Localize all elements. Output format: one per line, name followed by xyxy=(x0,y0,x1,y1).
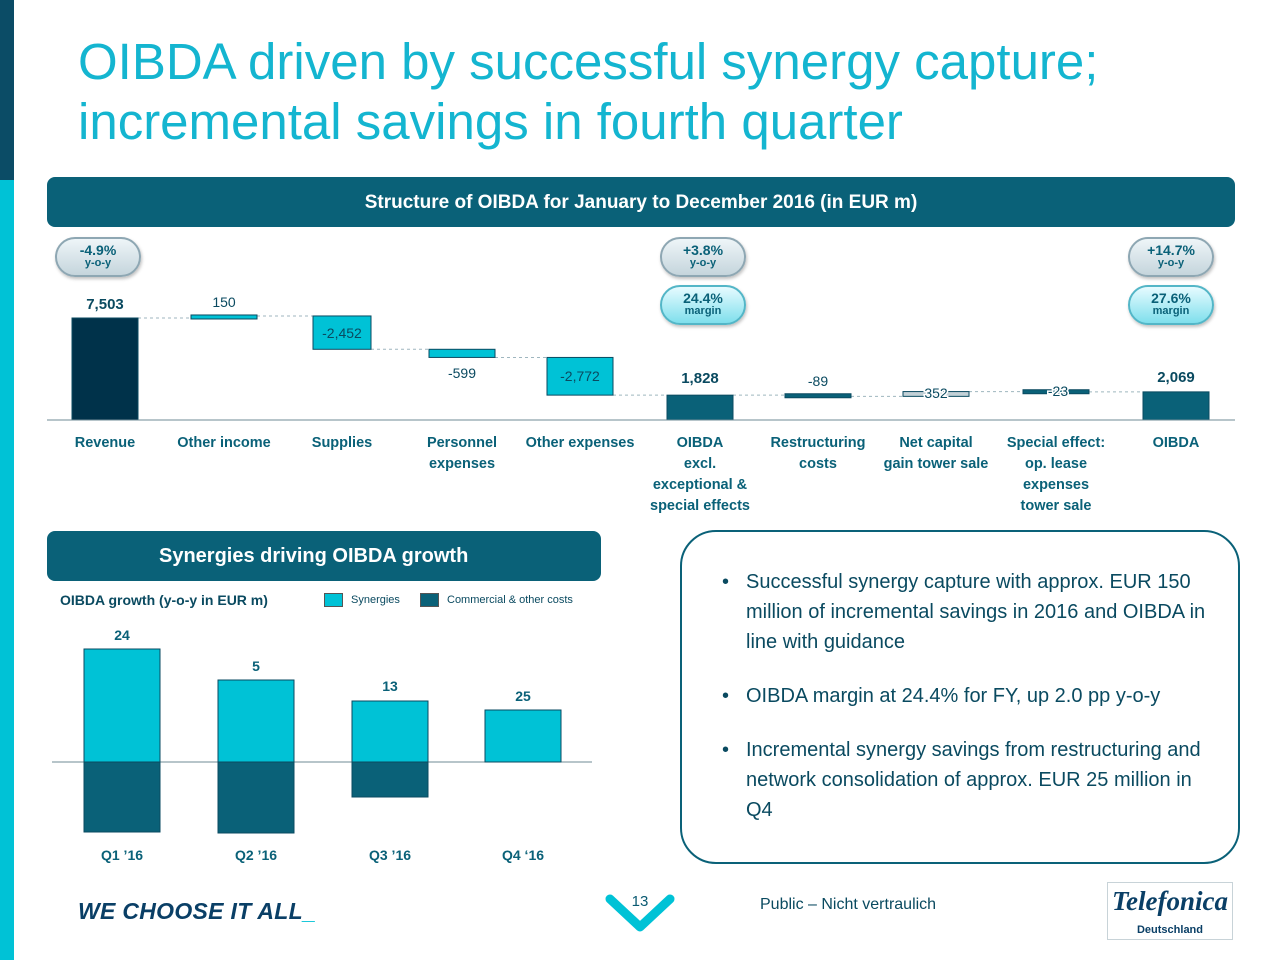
waterfall-bar xyxy=(902,391,970,397)
slogan-cursor: _ xyxy=(303,898,317,924)
synergy-bar xyxy=(83,648,161,763)
legend-item-synergies: Synergies xyxy=(324,592,400,608)
side-accent-dark xyxy=(0,0,14,180)
synergy-category-label: Q1 ’16 xyxy=(101,847,143,863)
pill-oibda-excl-margin: 24.4% margin xyxy=(660,285,746,325)
pill-caption: y-o-y xyxy=(84,257,112,269)
commercial-costs-bar xyxy=(83,761,161,833)
synergy-chart: 24 5 13 25 Q1 ’16 Q2 ’16 Q3 ’16 Q4 ‘16 xyxy=(52,627,592,863)
waterfall-category-label: Supplies xyxy=(312,435,372,451)
legend-label-synergies: Synergies xyxy=(351,594,400,606)
classification-label: Public – Nicht vertraulich xyxy=(760,896,937,913)
waterfall-category-label: Other expenses xyxy=(526,435,635,451)
waterfall-bar xyxy=(190,314,258,320)
legend-label-commercial: Commercial & other costs xyxy=(447,594,573,606)
pill-caption: margin xyxy=(684,305,722,317)
pill-caption: y-o-y xyxy=(689,257,717,269)
synergy-bar xyxy=(484,709,562,763)
waterfall-category-label: gain tower sale xyxy=(884,456,989,472)
logo-wordmark: Telefonica xyxy=(1112,886,1228,916)
waterfall-value-label: -2,772 xyxy=(560,368,600,384)
waterfall-category-label: expenses xyxy=(429,456,495,472)
waterfall-category-label: Net capital xyxy=(899,435,972,451)
pill-oibda-excl-yoy: +3.8% y-o-y xyxy=(660,237,746,277)
synergy-value-label: 13 xyxy=(382,678,398,694)
bullet-oibda-margin: OIBDA margin at 24.4% for FY, up 2.0 pp … xyxy=(720,681,1220,711)
waterfall-bar xyxy=(546,356,614,396)
waterfall-value-label: -2,452 xyxy=(322,325,362,341)
synergy-category-label: Q4 ‘16 xyxy=(502,847,544,863)
waterfall-category-label: op. lease xyxy=(1025,456,1087,472)
synergy-bar xyxy=(217,679,295,763)
waterfall-category-label: tower sale xyxy=(1021,498,1092,514)
waterfall-category-label: costs xyxy=(799,456,837,472)
waterfall-bar xyxy=(1022,389,1090,395)
slogan-text: WE CHOOSE IT ALL xyxy=(78,898,303,924)
waterfall-bar xyxy=(71,317,139,421)
waterfall-chart: 7,503 150 -2,452 -599 -2,772 1,828 -89 352 -23 2,… xyxy=(47,294,1235,514)
slogan: WE CHOOSE IT ALL_ xyxy=(78,898,316,925)
pill-value: +3.8% xyxy=(682,242,724,258)
waterfall-category-label: exceptional & xyxy=(653,477,748,493)
waterfall-value-label: 1,828 xyxy=(681,370,719,387)
key-points-list: Successful synergy capture with approx. … xyxy=(720,567,1220,849)
pill-oibda-margin: 27.6% margin xyxy=(1128,285,1214,325)
synergy-category-label: Q2 ’16 xyxy=(235,847,277,863)
waterfall-value-label: 352 xyxy=(924,385,948,401)
pill-caption: margin xyxy=(1152,305,1190,317)
waterfall-bar xyxy=(784,393,852,399)
waterfall-value-label: 150 xyxy=(212,294,236,310)
telefonica-logo: Telefonica Deutschland xyxy=(1107,882,1233,940)
waterfall-value-label: -599 xyxy=(448,365,476,381)
synergy-category-label: Q3 ’16 xyxy=(369,847,411,863)
waterfall-category-label: OIBDA xyxy=(677,435,724,451)
waterfall-category-label: OIBDA xyxy=(1153,435,1200,451)
synergy-value-label: 25 xyxy=(515,688,531,704)
commercial-costs-bar xyxy=(351,761,429,798)
chevron-down-icon xyxy=(605,894,675,932)
waterfall-bar xyxy=(1142,391,1210,421)
synergy-value-label: 5 xyxy=(252,658,260,674)
synergy-bar xyxy=(351,700,429,763)
pill-value: 24.4% xyxy=(683,290,723,306)
pill-value: +14.7% xyxy=(1147,242,1195,258)
waterfall-category-label: Special effect: xyxy=(1007,435,1105,451)
synergy-header-band: Synergies driving OIBDA growth xyxy=(47,531,601,581)
waterfall-bar xyxy=(666,394,734,421)
waterfall-value-label: -89 xyxy=(808,373,828,389)
page-title: OIBDA driven by successful synergy captu… xyxy=(78,33,1099,150)
waterfall-value-label: 2,069 xyxy=(1157,369,1195,386)
commercial-costs-bar xyxy=(217,761,295,834)
page-number: 13 xyxy=(631,893,649,910)
pill-revenue-yoy: -4.9% y-o-y xyxy=(55,237,141,277)
waterfall-category-label: excl. xyxy=(684,456,716,472)
legend-swatch-synergies xyxy=(324,593,343,607)
legend-item-commercial: Commercial & other costs xyxy=(420,592,573,608)
pill-oibda-yoy: +14.7% y-o-y xyxy=(1128,237,1214,277)
side-accent-light xyxy=(0,180,14,960)
bullet-q4-savings: Incremental synergy savings from restruc… xyxy=(720,735,1220,825)
waterfall-category-label: expenses xyxy=(1023,477,1089,493)
waterfall-header-band: Structure of OIBDA for January to Decemb… xyxy=(47,177,1235,227)
pill-value: 27.6% xyxy=(1151,290,1191,306)
pill-value: -4.9% xyxy=(79,242,117,258)
waterfall-category-label: Personnel xyxy=(427,435,497,451)
waterfall-bar xyxy=(312,315,372,350)
waterfall-category-label: Other income xyxy=(177,435,270,451)
logo-subtitle: Deutschland xyxy=(1136,924,1203,936)
waterfall-category-label: special effects xyxy=(650,498,750,514)
waterfall-value-label: -23 xyxy=(1048,383,1068,399)
legend-swatch-commercial xyxy=(420,593,439,607)
bullet-synergy-capture: Successful synergy capture with approx. … xyxy=(720,567,1220,657)
waterfall-value-label: 7,503 xyxy=(86,296,124,313)
waterfall-category-label: Revenue xyxy=(75,435,135,451)
synergy-chart-label: OIBDA growth (y-o-y in EUR m) xyxy=(60,592,268,608)
pill-caption: y-o-y xyxy=(1157,257,1185,269)
synergy-value-label: 24 xyxy=(114,627,130,643)
waterfall-category-label: Restructuring xyxy=(770,435,865,451)
waterfall-bar xyxy=(428,348,496,358)
